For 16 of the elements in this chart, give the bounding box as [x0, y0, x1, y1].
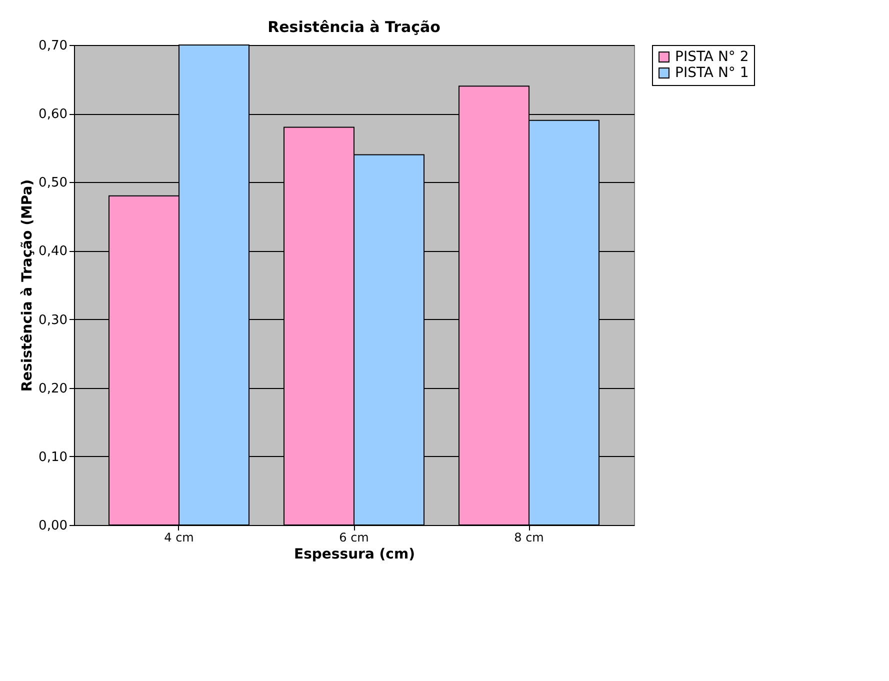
y-tick-label: 0,50 [38, 176, 68, 191]
y-tick-label: 0,70 [38, 38, 68, 54]
y-tick-label: 0,40 [38, 244, 68, 260]
y-tick-label: 0,30 [38, 312, 68, 328]
x-axis-title: Espessura (cm) [294, 546, 415, 562]
x-tick-label: 6 cm [339, 530, 369, 544]
y-tick-label: 0,60 [38, 107, 68, 122]
y-tick-label: 0,20 [38, 381, 68, 396]
legend-label: PISTA N° 1 [675, 65, 749, 81]
y-axis-title: Resistência à Tração (MPa) [20, 179, 36, 392]
legend-label: PISTA N° 2 [675, 49, 749, 65]
y-tick-label: 0,10 [38, 450, 68, 465]
x-tick-label: 8 cm [514, 530, 544, 544]
x-tick-label: 4 cm [164, 530, 194, 544]
chart-title: Resistência à Tração [268, 18, 440, 36]
y-tick-label: 0,00 [38, 518, 68, 534]
